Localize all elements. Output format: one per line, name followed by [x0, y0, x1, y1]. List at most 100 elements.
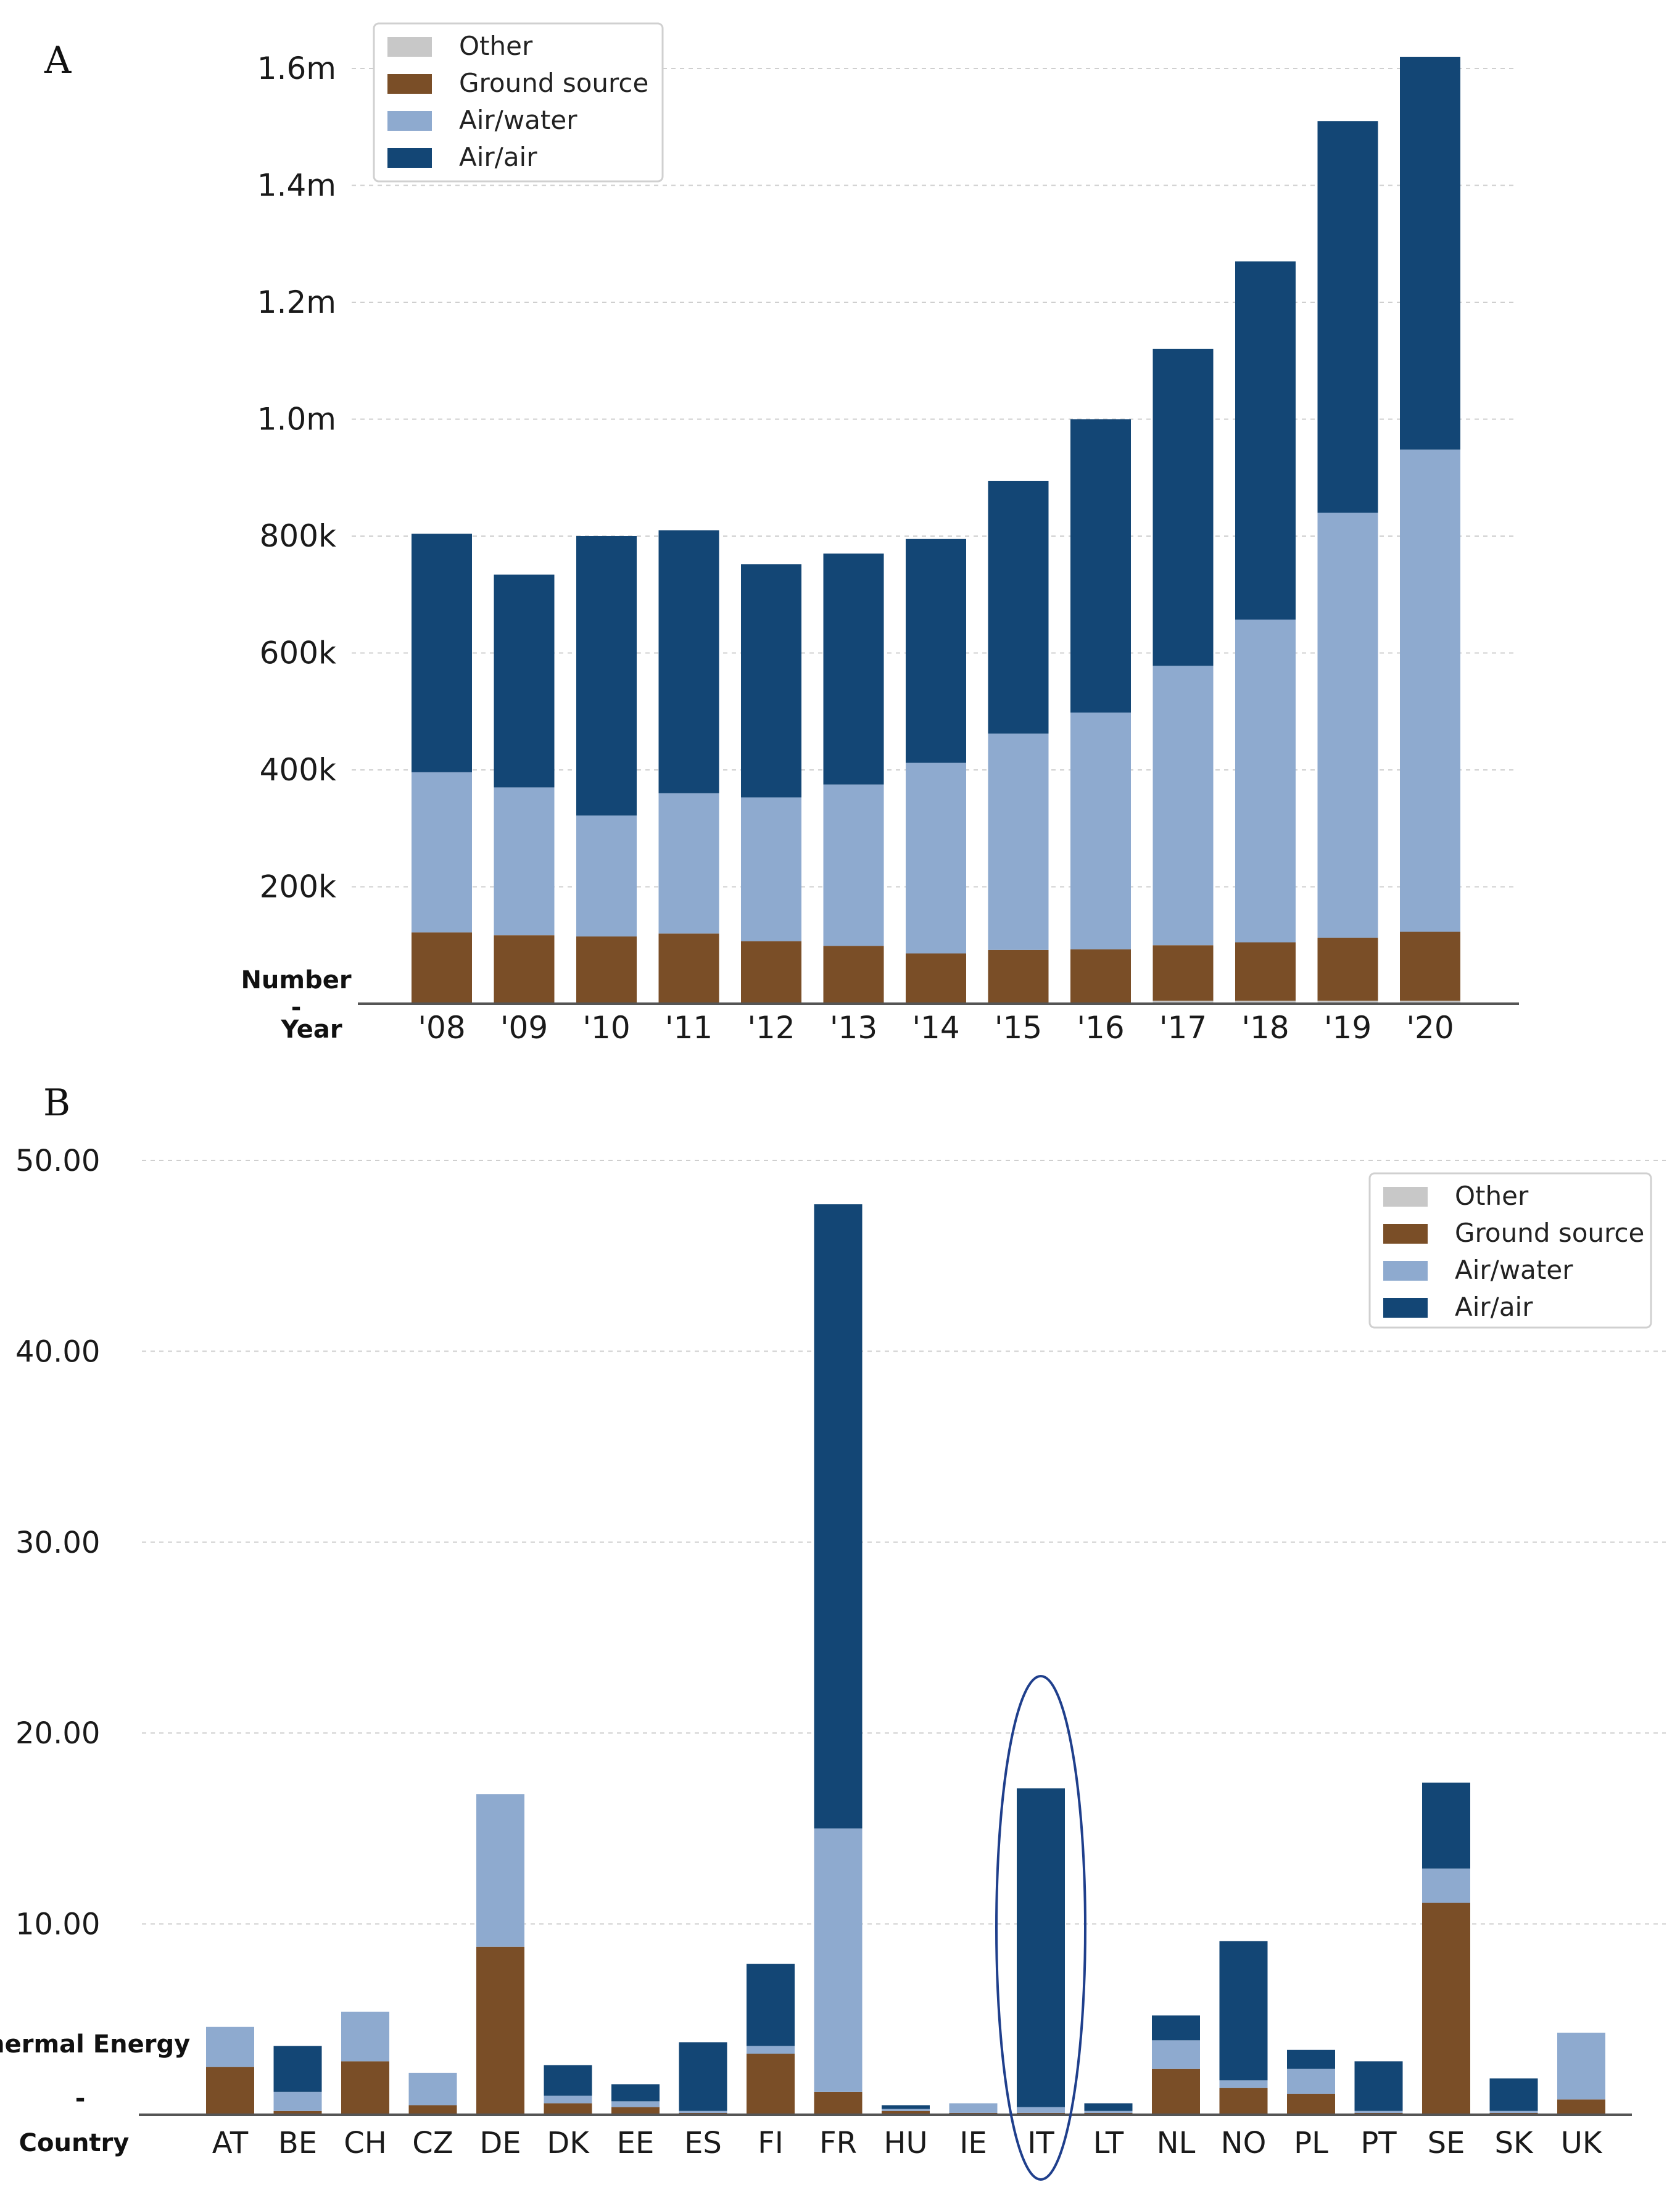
- panel-a-axis-label-separator: -: [291, 993, 302, 1022]
- panel-b-bar-air-water-fi: [747, 2046, 795, 2054]
- panel-a-bar-air-air-17: [1152, 349, 1214, 666]
- panel-a-y-tick-label: 800k: [260, 518, 336, 554]
- panel-b-x-tick-label: CZ: [412, 2126, 453, 2160]
- panel-b-bar-air-air-be: [273, 2046, 322, 2092]
- panel-a-bar-air-water-17: [1152, 666, 1214, 946]
- panel-a-bar-air-air-14: [906, 539, 966, 763]
- panel-a-bar-other-19: [1317, 1001, 1378, 1004]
- panel-b-bar-air-air-fr: [814, 1204, 863, 1828]
- panel-b-x-tick-label: SK: [1495, 2126, 1534, 2160]
- panel-b-bar-air-water-pt: [1354, 2110, 1403, 2113]
- panel-b-chart: 10.00 20.00 30.00 40.00 50.00 AT BE CH CZ DE DK EE E…: [0, 1144, 1666, 2181]
- panel-b-legend-swatch-ground-source: [1383, 1224, 1428, 1244]
- panel-a-x-tick-label: '18: [1241, 1010, 1289, 1046]
- panel-a-legend-label-air-air: Air/air: [459, 142, 537, 172]
- panel-b-bar-air-air-no: [1219, 1941, 1268, 2081]
- panel-b-x-tick-label: NL: [1157, 2126, 1196, 2160]
- panel-a-bar-ground-source-09: [494, 935, 555, 1003]
- panel-a-y-tick-label: 400k: [260, 752, 336, 788]
- panel-a-x-tick-label: '09: [500, 1010, 548, 1046]
- panel-a-bar-ground-source-13: [823, 946, 884, 1003]
- panel-a-x-tick-label: '16: [1077, 1010, 1124, 1046]
- panel-b-bar-ground-source-se: [1422, 1903, 1470, 2115]
- panel-a-x-tick-label: '14: [912, 1010, 959, 1046]
- panel-b-bar-ground-source-uk: [1557, 2099, 1605, 2115]
- panel-b-x-tick-label: DK: [547, 2126, 590, 2160]
- panel-b-x-tick-label: CH: [344, 2126, 387, 2160]
- panel-b-x-tick-label: ES: [684, 2126, 722, 2160]
- panel-b-bar-air-water-cz: [408, 2072, 457, 2105]
- panel-b-bar-air-water-dk: [544, 2096, 592, 2104]
- panel-a-bar-ground-source-18: [1235, 942, 1296, 1001]
- panel-b-x-tick-label: EE: [617, 2126, 655, 2160]
- panel-a-bar-ground-source-10: [576, 936, 637, 1003]
- panel-b-bar-ground-source-dk: [544, 2103, 592, 2115]
- panel-b-bar-ground-source-nl: [1152, 2068, 1200, 2115]
- panel-a-bar-air-air-16: [1070, 419, 1131, 713]
- panel-b-letter: B: [43, 1081, 70, 1125]
- panel-a-y-tick-label: 600k: [260, 635, 336, 671]
- panel-b-legend-swatch-other: [1383, 1187, 1428, 1207]
- panel-b-bar-ground-source-no: [1219, 2088, 1268, 2115]
- panel-b-bar-air-air-pt: [1354, 2061, 1403, 2111]
- panel-b-bar-ground-source-fi: [747, 2053, 795, 2115]
- panel-a-bar-ground-source-20: [1400, 932, 1460, 1001]
- panel-b-bar-ground-source-hu: [882, 2110, 930, 2115]
- panel-a-bar-ground-source-16: [1070, 949, 1131, 1003]
- panel-b-legend-swatch-air-air: [1383, 1298, 1428, 1318]
- panel-b-bar-air-air-se: [1422, 1782, 1470, 1869]
- panel-b-bar-air-water-at: [206, 2027, 254, 2067]
- panel-a-bar-air-air-09: [494, 574, 555, 788]
- panel-a-bar-ground-source-19: [1317, 937, 1378, 1001]
- panel-a-bar-other-18: [1235, 1001, 1296, 1004]
- panel-b-bar-air-air-it: [1017, 1788, 1065, 2107]
- panel-a-x-tick-label: '13: [830, 1010, 877, 1046]
- panel-a-x-tick-label: '19: [1324, 1010, 1372, 1046]
- panel-b-legend-label-air-air: Air/air: [1455, 1292, 1533, 1322]
- panel-b-bar-ground-source-be: [273, 2110, 322, 2115]
- panel-a-y-axis-label: Number: [241, 966, 351, 994]
- panel-a-legend-label-ground-source: Ground source: [459, 68, 648, 98]
- panel-a-bar-ground-source-12: [741, 941, 801, 1003]
- panel-b-x-tick-label: DE: [479, 2126, 521, 2160]
- panel-b-bar-air-air-dk: [544, 2065, 592, 2096]
- panel-b-legend-label-ground-source: Ground source: [1455, 1218, 1644, 1248]
- panel-a-bar-air-air-19: [1317, 121, 1378, 513]
- panel-b-bar-ground-source-ch: [341, 2061, 389, 2115]
- panel-b-bar-air-water-hu: [882, 2109, 930, 2111]
- panel-b-x-tick-label: LT: [1093, 2126, 1124, 2160]
- panel-b-x-tick-label: HU: [883, 2126, 927, 2160]
- panel-a-bar-air-water-19: [1317, 513, 1378, 938]
- panel-a-legend-swatch-air-water: [387, 111, 432, 131]
- panel-b-y-tick-label: 10.00: [15, 1907, 100, 1942]
- panel-a-bar-other-17: [1152, 1001, 1214, 1004]
- panel-b-axis-label-separator: -: [75, 2085, 86, 2113]
- panel-a-legend-label-air-water: Air/water: [459, 105, 577, 135]
- panel-a-bar-air-water-08: [412, 772, 472, 933]
- panel-b-bar-air-water-no: [1219, 2080, 1268, 2088]
- panel-b-bar-ground-source-cz: [408, 2105, 457, 2115]
- panel-b-y-tick-label: 50.00: [15, 1144, 100, 1178]
- panel-b-bar-air-water-nl: [1152, 2040, 1200, 2069]
- panel-b-bar-air-air-nl: [1152, 2015, 1200, 2041]
- panel-a-bar-ground-source-08: [412, 932, 472, 1003]
- panel-b-y-tick-label: 30.00: [15, 1526, 100, 1560]
- panel-a-bar-air-air-10: [576, 535, 637, 816]
- panel-b-legend-box: [1368, 1172, 1652, 1329]
- panel-b-bar-air-water-se: [1422, 1868, 1470, 1903]
- panel-b-x-tick-label: IE: [959, 2126, 987, 2160]
- panel-b-x-tick-label: AT: [212, 2126, 249, 2160]
- panel-b-bar-air-water-lt: [1084, 2110, 1133, 2113]
- panel-a-bar-ground-source-11: [658, 933, 719, 1003]
- panel-b-highlight-ellipse: [995, 1675, 1086, 2181]
- panel-a-x-tick-label: '12: [747, 1010, 795, 1046]
- panel-a-bar-air-water-12: [741, 797, 801, 941]
- panel-a-bar-air-air-12: [741, 564, 801, 798]
- panel-a-x-tick-label: '20: [1406, 1010, 1454, 1046]
- panel-a-x-tick-label: '08: [418, 1010, 465, 1046]
- panel-b-bar-air-air-pl: [1287, 2049, 1335, 2069]
- panel-b-y-tick-label: 40.00: [15, 1334, 100, 1369]
- panel-a-bar-air-water-10: [576, 815, 637, 937]
- panel-b-bar-air-water-es: [679, 2110, 727, 2113]
